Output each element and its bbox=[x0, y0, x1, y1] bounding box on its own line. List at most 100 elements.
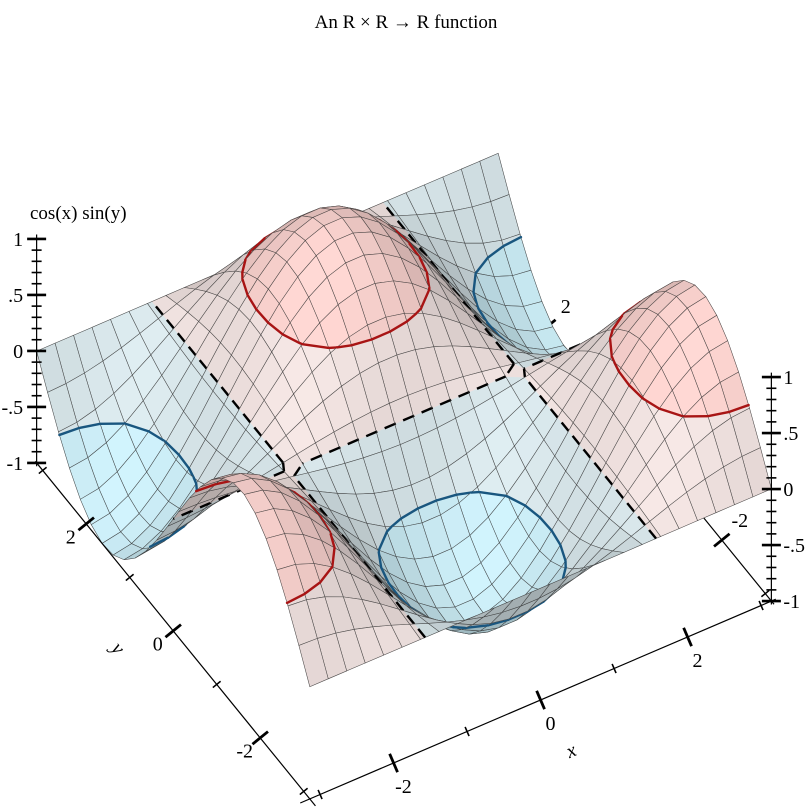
contour-segment bbox=[77, 422, 102, 430]
contour-segment bbox=[486, 375, 507, 386]
contour-segment bbox=[293, 462, 304, 477]
contour-segment bbox=[561, 566, 567, 582]
contour-segment bbox=[472, 272, 477, 294]
contour-segment bbox=[285, 592, 306, 605]
contour-segment bbox=[478, 490, 507, 498]
z-axis-left-tick-label: 1 bbox=[13, 229, 23, 251]
contour-segment bbox=[480, 322, 494, 338]
contour-segment bbox=[331, 546, 336, 568]
contour-segment bbox=[281, 333, 302, 345]
contour-segment bbox=[304, 488, 317, 504]
contour-segment bbox=[611, 484, 625, 499]
x-axis-minor-tick bbox=[317, 789, 323, 800]
z-axis-left-tick-label: -1 bbox=[6, 453, 23, 475]
contour-segment bbox=[405, 312, 418, 323]
contour-segment bbox=[338, 438, 359, 449]
contour-segment bbox=[164, 440, 180, 456]
contour-segment bbox=[451, 625, 467, 630]
contour-segment bbox=[643, 398, 661, 410]
contour-segment bbox=[502, 349, 515, 365]
contour-segment bbox=[449, 391, 470, 402]
contour-segment bbox=[318, 565, 334, 584]
contour-segment bbox=[538, 516, 553, 532]
z-axis-right-tick-label: 1 bbox=[783, 367, 793, 389]
contour-segment bbox=[418, 256, 429, 274]
contour-segment bbox=[523, 376, 537, 392]
contour-segment bbox=[216, 381, 230, 397]
contour-segment bbox=[706, 410, 731, 418]
contour-segment bbox=[327, 346, 339, 350]
contour-segment bbox=[177, 453, 191, 470]
contour-segment bbox=[260, 435, 274, 451]
z-axis-right-tick-label: -.5 bbox=[783, 535, 805, 557]
contour-segment bbox=[628, 384, 644, 400]
contour-segment bbox=[149, 536, 170, 548]
contour-segment bbox=[293, 475, 306, 491]
contour-segment bbox=[58, 426, 80, 437]
contour-segment bbox=[246, 293, 258, 311]
contour-segment bbox=[191, 501, 211, 513]
contour-segment bbox=[472, 290, 479, 308]
y-axis-major-tick bbox=[251, 730, 269, 746]
contour-segment bbox=[522, 368, 527, 378]
contour-segment bbox=[403, 228, 417, 244]
contour-segment bbox=[369, 569, 383, 585]
contour-segment bbox=[187, 467, 195, 479]
contour-segment bbox=[578, 443, 592, 459]
contour-segment bbox=[485, 321, 500, 337]
contour-segment bbox=[387, 581, 400, 598]
y-axis-front-line bbox=[34, 460, 316, 807]
z-axis-right-tick-label: .5 bbox=[783, 423, 798, 445]
contour-segment bbox=[622, 497, 636, 513]
contour-segment bbox=[640, 396, 646, 401]
contour-segment bbox=[161, 314, 175, 330]
contour-segment bbox=[205, 367, 219, 383]
x-axis-minor-tick bbox=[758, 600, 764, 611]
contour-segment bbox=[381, 201, 395, 217]
contour-segment bbox=[241, 258, 247, 274]
contour-segment bbox=[281, 462, 286, 472]
contour-segment bbox=[370, 330, 392, 341]
contour-segment bbox=[172, 509, 193, 521]
contour-segment bbox=[545, 403, 559, 419]
contour-segment bbox=[455, 491, 473, 496]
z-axis-left-tick-label: 0 bbox=[13, 341, 23, 363]
y-axis-back-minor-tick bbox=[760, 589, 770, 598]
contour-segment bbox=[431, 399, 451, 410]
contour-segment bbox=[325, 515, 339, 531]
contour-segment bbox=[728, 403, 750, 414]
contour-segment bbox=[319, 516, 331, 533]
y-axis-major-tick bbox=[77, 516, 95, 532]
contour-segment bbox=[477, 307, 489, 324]
y-axis-minor-tick bbox=[212, 680, 222, 689]
contour-segment bbox=[147, 430, 165, 442]
x-axis-major-tick bbox=[388, 753, 399, 773]
x-axis-tick-label: 2 bbox=[692, 650, 702, 672]
contour-segment bbox=[377, 550, 383, 569]
surface-mesh bbox=[36, 152, 772, 688]
contour-segment bbox=[486, 618, 510, 627]
contour-segment bbox=[413, 623, 427, 639]
contour-segment bbox=[608, 337, 614, 358]
contour-segment bbox=[183, 341, 197, 356]
y-axis-tick-label: 0 bbox=[153, 634, 163, 656]
contour-segment bbox=[524, 504, 542, 519]
contour-segment bbox=[379, 566, 390, 584]
contour-segment bbox=[425, 255, 439, 271]
contour-segment bbox=[194, 354, 208, 370]
contour-segment bbox=[414, 242, 428, 258]
x-axis-major-tick bbox=[535, 690, 546, 710]
contour-segment bbox=[244, 250, 252, 261]
contour-segment bbox=[172, 327, 186, 343]
contour-segment bbox=[392, 215, 406, 231]
contour-segment bbox=[380, 582, 394, 598]
y-axis-back-tick-label: -2 bbox=[731, 510, 748, 532]
contour-segment bbox=[350, 338, 373, 347]
z-axis-right: 1 .5 0 -.5 -1 bbox=[761, 367, 805, 613]
contour-segment bbox=[658, 407, 685, 418]
z-axis-title: cos(x) sin(y) bbox=[30, 203, 127, 224]
contour-segment bbox=[241, 277, 249, 297]
x-axis-title: x bbox=[562, 739, 580, 763]
contour-segment bbox=[293, 491, 302, 499]
contour-segment bbox=[507, 610, 529, 621]
